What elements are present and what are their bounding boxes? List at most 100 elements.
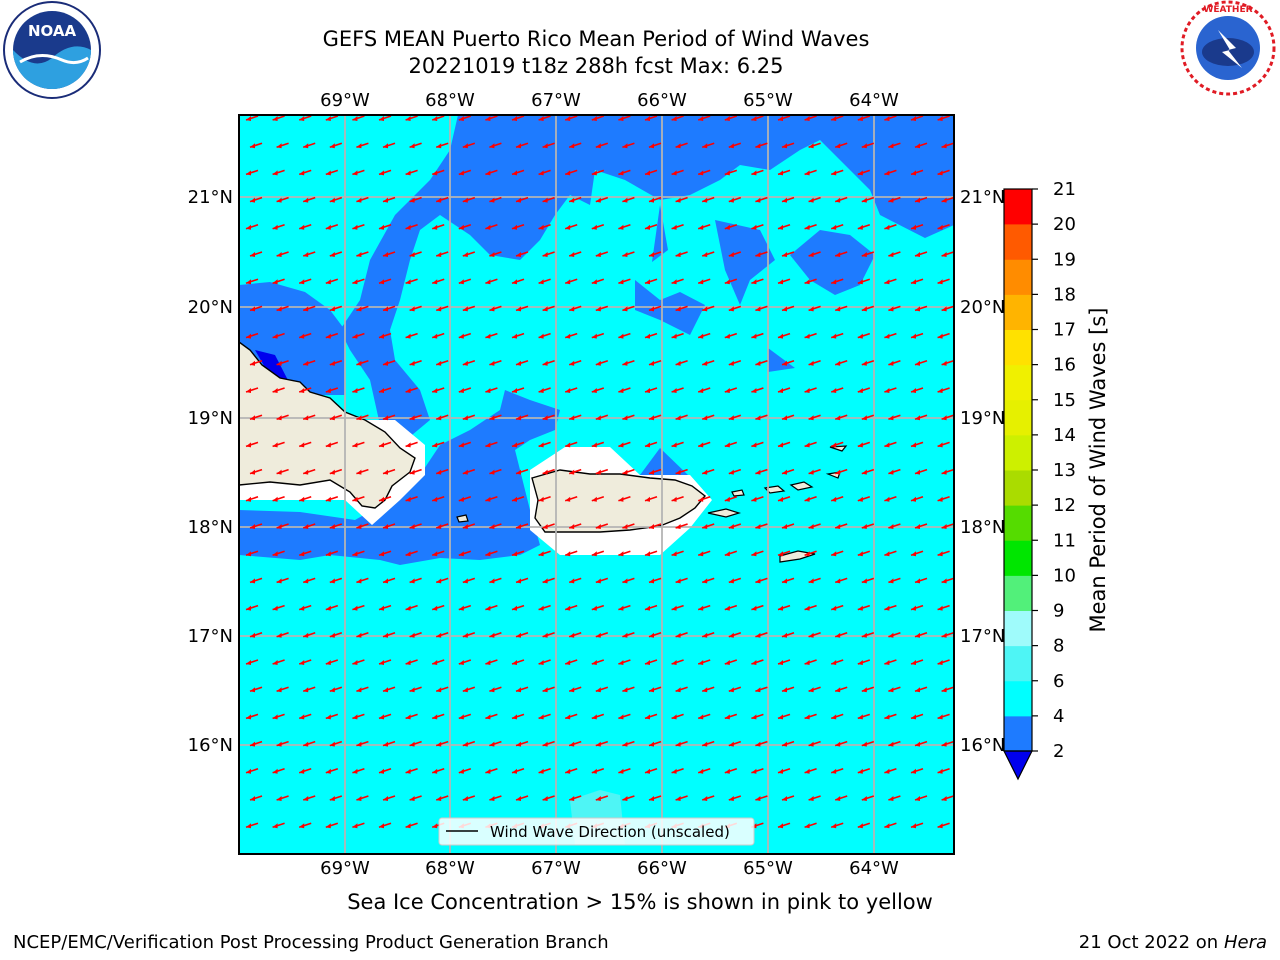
- wind-wave-arrow: [857, 115, 871, 121]
- wind-wave-arrow: [515, 632, 529, 638]
- wind-wave-arrow: [352, 169, 365, 176]
- wind-wave-arrow: [462, 577, 476, 584]
- low-period-island-f: [640, 448, 688, 475]
- wind-wave-arrow: [884, 713, 897, 720]
- wind-wave-arrow: [538, 169, 551, 176]
- wind-wave-arrow: [808, 740, 821, 747]
- wind-wave-arrow: [595, 251, 609, 257]
- wind-wave-arrow: [808, 251, 821, 257]
- colorbar-segment: [1004, 715, 1032, 752]
- wind-wave-arrow: [405, 332, 418, 339]
- wind-wave-arrow: [857, 332, 871, 339]
- wind-wave-arrow: [941, 795, 954, 801]
- wind-wave-arrow: [941, 305, 954, 312]
- wind-wave-arrow: [755, 632, 768, 638]
- colorbar-segment: [1004, 540, 1032, 576]
- wind-wave-arrow: [356, 142, 369, 149]
- wind-wave-arrow: [272, 224, 285, 230]
- wind-wave-arrow: [272, 604, 285, 611]
- lon-label-bottom-65w: 65°W: [743, 858, 793, 879]
- wind-wave-arrow: [249, 196, 263, 203]
- wind-wave-arrow: [622, 795, 635, 801]
- wind-wave-arrow: [272, 713, 285, 720]
- colorbar-segment: [1004, 434, 1032, 471]
- wind-wave-arrow: [378, 115, 392, 121]
- wind-wave-arrow: [808, 196, 821, 203]
- wind-wave-arrow: [804, 822, 817, 829]
- wind-wave-arrow: [352, 332, 365, 339]
- wind-wave-arrow: [804, 713, 817, 720]
- wind-wave-arrow: [564, 550, 578, 557]
- wind-wave-arrow: [781, 686, 795, 693]
- wind-wave-arrow: [352, 496, 365, 502]
- wind-wave-arrow: [671, 115, 684, 121]
- wind-wave-arrow: [777, 332, 791, 339]
- wind-wave-arrow: [568, 577, 582, 584]
- wind-wave-arrow: [489, 740, 502, 747]
- land-hispaniola: [239, 341, 416, 509]
- wind-wave-arrow: [431, 169, 445, 176]
- wind-wave-arrow: [937, 387, 950, 393]
- wind-wave-arrow: [648, 468, 662, 475]
- wind-wave-arrow: [462, 196, 476, 203]
- wind-wave-arrow: [538, 332, 551, 339]
- wind-wave-arrow: [352, 822, 365, 829]
- wind-wave-arrow: [485, 278, 498, 285]
- wind-wave-arrow: [675, 686, 688, 693]
- wind-wave-arrow: [405, 550, 418, 557]
- wind-wave-arrow: [675, 414, 688, 421]
- wind-wave-arrow: [888, 142, 901, 149]
- wind-wave-arrow: [564, 496, 578, 502]
- wind-wave-arrow: [622, 360, 635, 366]
- wind-wave-arrow: [485, 496, 498, 502]
- wind-wave-arrow: [861, 251, 875, 257]
- wind-wave-arrow: [701, 251, 715, 257]
- colorbar-label: Mean Period of Wind Waves [s]: [1086, 308, 1110, 633]
- wind-wave-arrow: [356, 251, 369, 257]
- wind-wave-arrow: [937, 115, 950, 121]
- wind-wave-arrow: [356, 577, 369, 584]
- wind-wave-arrow: [884, 224, 897, 230]
- wind-wave-arrow: [751, 441, 764, 448]
- wind-wave-arrow: [751, 659, 764, 665]
- wind-wave-arrow: [697, 713, 711, 720]
- wind-wave-arrow: [622, 468, 635, 475]
- wind-wave-arrow: [804, 550, 817, 557]
- wind-wave-arrow: [329, 740, 343, 747]
- wind-wave-arrow: [728, 414, 742, 421]
- wind-wave-arrow: [378, 387, 392, 393]
- wind-wave-arrow: [409, 468, 422, 475]
- wind-wave-arrow: [515, 196, 529, 203]
- wind-wave-arrow: [325, 713, 339, 720]
- wind-wave-arrow: [618, 604, 631, 611]
- wind-wave-arrow: [751, 604, 764, 611]
- wind-wave-arrow: [325, 822, 339, 829]
- wind-wave-arrow: [564, 768, 578, 774]
- wind-wave-arrow: [618, 550, 631, 557]
- wind-wave-arrow: [511, 496, 525, 502]
- wind-wave-arrow: [701, 740, 715, 747]
- wind-wave-arrow: [910, 496, 924, 502]
- wind-wave-arrow: [755, 142, 768, 149]
- wind-wave-arrow: [701, 414, 715, 421]
- wind-wave-arrow: [724, 169, 738, 176]
- wind-wave-arrow: [378, 550, 392, 557]
- colorbar-tick-label: 18: [1053, 284, 1076, 305]
- wind-wave-arrow: [489, 196, 502, 203]
- wind-wave-arrow: [644, 496, 658, 502]
- wind-wave-arrow: [325, 604, 339, 611]
- wind-wave-arrow: [249, 251, 263, 257]
- wind-wave-arrow: [728, 142, 742, 149]
- wind-wave-arrow: [671, 224, 684, 230]
- wind-wave-arrow: [697, 659, 711, 665]
- wind-wave-arrow: [485, 659, 498, 665]
- wind-wave-arrow: [542, 360, 555, 366]
- colorbar-segment-top: [1004, 189, 1032, 225]
- wind-wave-arrow: [485, 713, 498, 720]
- wind-wave-arrow: [755, 686, 768, 693]
- lat-label-left-17n: 17°N: [188, 626, 233, 647]
- wind-wave-arrow: [884, 278, 897, 285]
- wind-wave-arrow: [462, 686, 476, 693]
- wind-wave-arrow: [644, 387, 658, 393]
